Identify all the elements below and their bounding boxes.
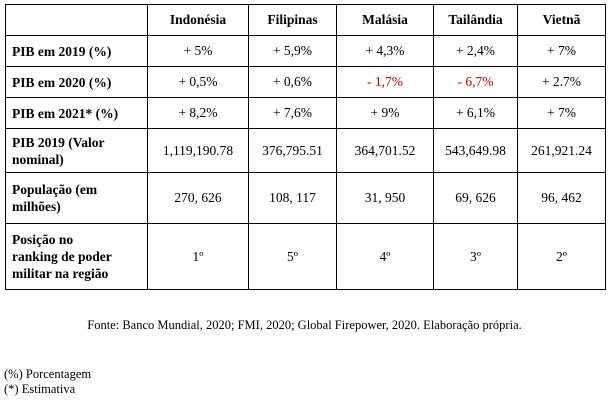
row-label-pib-2019: PIB em 2019 (%) (5, 35, 148, 67)
table-cell: 2º (517, 223, 606, 290)
table-cell: 5º (248, 223, 337, 290)
table-cell: + 0,6% (248, 66, 337, 98)
table-cell: 4º (336, 223, 434, 290)
header-malasia: Malásia (336, 4, 434, 36)
header-indonesia: Indonésia (147, 4, 249, 36)
table-row: PIB em 2019 (%) + 5% + 5,9% + 4,3% + 2,4… (5, 35, 606, 67)
header-row: Indonésia Filipinas Malásia Tailândia Vi… (5, 4, 606, 36)
table-cell: 31, 950 (336, 172, 434, 224)
table-cell: 1,119,190.78 (147, 128, 249, 173)
table-cell: + 5,9% (248, 35, 337, 67)
table-cell: + 7% (517, 35, 606, 67)
table-row: Posição no ranking de poder militar na r… (5, 223, 606, 290)
table-cell: 3º (433, 223, 518, 290)
data-table: Indonésia Filipinas Malásia Tailândia Vi… (5, 4, 606, 290)
table-cell: 376,795.51 (248, 128, 337, 173)
header-corner-cell (5, 4, 148, 36)
table-cell: 270, 626 (147, 172, 249, 224)
table-row: PIB em 2020 (%) + 0,5% + 0,6% - 1,7% - 6… (5, 66, 606, 98)
table-cell-negative: - 1,7% (336, 66, 434, 98)
header-filipinas: Filipinas (248, 4, 337, 36)
table-cell: 364,701.52 (336, 128, 434, 173)
footnote-percentage: (%) Porcentagem (4, 367, 92, 381)
row-label-line: milhões) (12, 199, 61, 214)
table-cell: + 6,1% (433, 97, 518, 129)
header-vietna: Vietnã (517, 4, 606, 36)
table-cell: + 0,5% (147, 66, 249, 98)
row-label-line: militar na região (12, 266, 109, 281)
table-cell: + 7,6% (248, 97, 337, 129)
footnote-estimate: (*) Estimativa (4, 382, 76, 396)
table-cell: 108, 117 (248, 172, 337, 224)
row-label-populacao: População (em milhões) (5, 172, 148, 224)
table-cell: + 9% (336, 97, 434, 129)
table-cell: + 7% (517, 97, 606, 129)
row-label-line: Posição no (12, 232, 74, 247)
row-label-ranking-militar: Posição no ranking de poder militar na r… (5, 223, 148, 290)
table-cell: + 2.7% (517, 66, 606, 98)
table-cell: 96, 462 (517, 172, 606, 224)
table-row: PIB 2019 (Valor nominal) 1,119,190.78 37… (5, 128, 606, 173)
header-tailandia: Tailândia (433, 4, 518, 36)
source-caption: Fonte: Banco Mundial, 2020; FMI, 2020; G… (87, 318, 522, 332)
row-label-line: População (em (12, 182, 98, 197)
row-label-line: ranking de poder (12, 249, 112, 264)
row-label-pib-2020: PIB em 2020 (%) (5, 66, 148, 98)
table-cell: + 5% (147, 35, 249, 67)
row-label-pib-2021: PIB em 2021* (%) (5, 97, 148, 129)
table-cell: 1º (147, 223, 249, 290)
table-row: População (em milhões) 270, 626 108, 117… (5, 172, 606, 224)
table-cell: 69, 626 (433, 172, 518, 224)
row-label-line: PIB 2019 (Valor (12, 134, 105, 150)
table-cell: 543,649.98 (433, 128, 518, 173)
table-cell-negative: - 6,7% (433, 66, 518, 98)
table-cell: + 4,3% (336, 35, 434, 67)
table-cell: 261,921.24 (517, 128, 606, 173)
table-cell: + 8,2% (147, 97, 249, 129)
table-row: PIB em 2021* (%) + 8,2% + 7,6% + 9% + 6,… (5, 97, 606, 129)
row-label-line: nominal) (12, 151, 64, 167)
table-cell: + 2,4% (433, 35, 518, 67)
row-label-pib-nominal: PIB 2019 (Valor nominal) (5, 128, 148, 173)
